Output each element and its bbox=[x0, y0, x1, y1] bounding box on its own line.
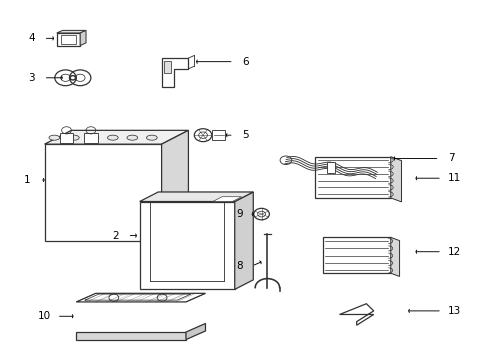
Polygon shape bbox=[390, 157, 401, 202]
Polygon shape bbox=[390, 237, 399, 276]
Bar bbox=[76, 332, 185, 339]
Text: 11: 11 bbox=[447, 173, 460, 183]
Bar bbox=[57, 33, 80, 45]
Polygon shape bbox=[339, 304, 373, 325]
Polygon shape bbox=[212, 197, 241, 202]
Text: 13: 13 bbox=[447, 306, 460, 316]
Bar bbox=[140, 202, 234, 289]
Bar bbox=[326, 162, 334, 173]
Text: 3: 3 bbox=[28, 73, 35, 83]
Ellipse shape bbox=[146, 135, 157, 140]
Polygon shape bbox=[161, 58, 188, 87]
Text: 5: 5 bbox=[242, 130, 249, 140]
Ellipse shape bbox=[107, 135, 118, 140]
Bar bbox=[211, 130, 225, 140]
Bar bbox=[163, 61, 171, 73]
Text: 8: 8 bbox=[236, 261, 243, 271]
Polygon shape bbox=[161, 130, 188, 241]
Polygon shape bbox=[185, 323, 205, 339]
Ellipse shape bbox=[68, 135, 79, 140]
Bar bbox=[315, 157, 390, 198]
Bar bbox=[61, 35, 76, 44]
Text: 4: 4 bbox=[28, 33, 35, 43]
Polygon shape bbox=[140, 192, 253, 202]
Bar bbox=[84, 133, 98, 143]
Bar bbox=[60, 133, 73, 143]
Circle shape bbox=[71, 76, 75, 79]
Polygon shape bbox=[57, 30, 86, 33]
Polygon shape bbox=[234, 192, 253, 289]
Text: 2: 2 bbox=[112, 231, 119, 240]
Ellipse shape bbox=[88, 135, 99, 140]
Bar bbox=[44, 144, 161, 241]
Circle shape bbox=[69, 75, 77, 81]
Ellipse shape bbox=[49, 135, 60, 140]
Bar bbox=[322, 237, 390, 273]
Text: 1: 1 bbox=[24, 175, 31, 185]
Text: 12: 12 bbox=[447, 247, 460, 257]
Ellipse shape bbox=[127, 135, 138, 140]
Polygon shape bbox=[80, 30, 86, 45]
Polygon shape bbox=[44, 130, 188, 144]
Text: 10: 10 bbox=[38, 311, 51, 321]
Polygon shape bbox=[76, 293, 205, 302]
Text: 7: 7 bbox=[447, 153, 454, 163]
Text: 6: 6 bbox=[242, 57, 249, 67]
Text: 9: 9 bbox=[236, 209, 243, 219]
